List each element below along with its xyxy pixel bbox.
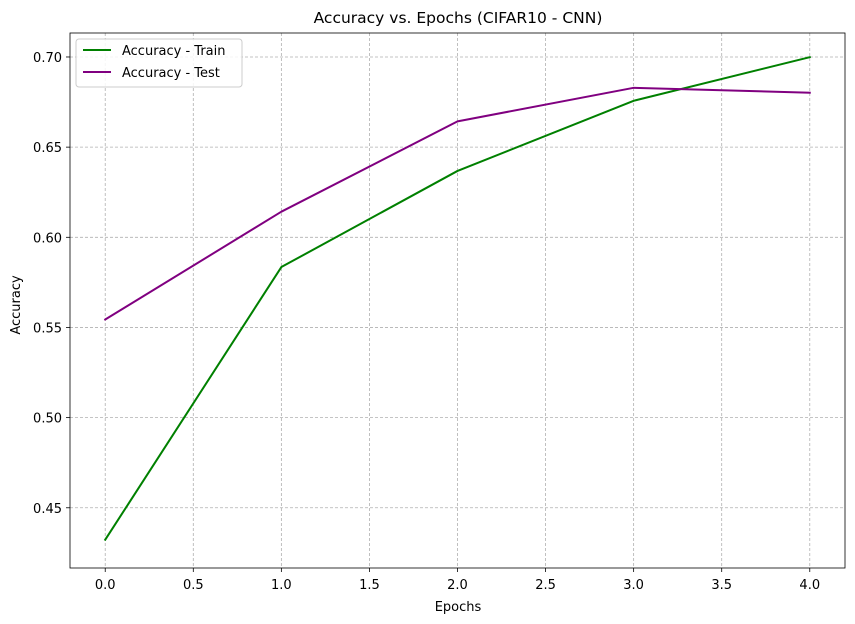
grid bbox=[70, 33, 845, 568]
series-lines bbox=[103, 55, 811, 542]
legend-box bbox=[75, 38, 243, 88]
x-tick-label: 0.0 bbox=[95, 578, 116, 593]
y-tick-label: 0.45 bbox=[33, 502, 62, 517]
y-tick-label: 0.70 bbox=[33, 51, 62, 66]
line-accuracy-train bbox=[103, 55, 811, 542]
x-tick-label: 3.5 bbox=[711, 578, 732, 593]
chart-title: Accuracy vs. Epochs (CIFAR10 - CNN) bbox=[314, 9, 603, 27]
legend-label-test: Accuracy - Test bbox=[122, 66, 220, 81]
y-axis-label: Accuracy bbox=[9, 275, 24, 335]
x-tick-label: 2.0 bbox=[447, 578, 468, 593]
y-tick-label: 0.60 bbox=[33, 231, 62, 246]
x-axis-label: Epochs bbox=[435, 600, 482, 615]
x-tick-label: 0.5 bbox=[183, 578, 204, 593]
legend-label-train: Accuracy - Train bbox=[122, 44, 226, 59]
x-tick-label: 4.0 bbox=[799, 578, 820, 593]
y-tick-label: 0.65 bbox=[33, 141, 62, 156]
axis-ticks: 0.0 0.5 1.0 1.5 2.0 2.5 3.0 3.5 4.0 0.45 0.50 0.55 0… bbox=[33, 51, 820, 593]
x-tick-label: 1.0 bbox=[271, 578, 292, 593]
legend: Accuracy - Train Accuracy - Test bbox=[75, 38, 243, 88]
x-tick-label: 2.5 bbox=[535, 578, 556, 593]
x-tick-label: 3.0 bbox=[623, 578, 644, 593]
y-tick-label: 0.55 bbox=[33, 321, 62, 336]
line-accuracy-test bbox=[103, 86, 811, 321]
x-tick-label: 1.5 bbox=[359, 578, 380, 593]
y-tick-label: 0.50 bbox=[33, 412, 62, 427]
